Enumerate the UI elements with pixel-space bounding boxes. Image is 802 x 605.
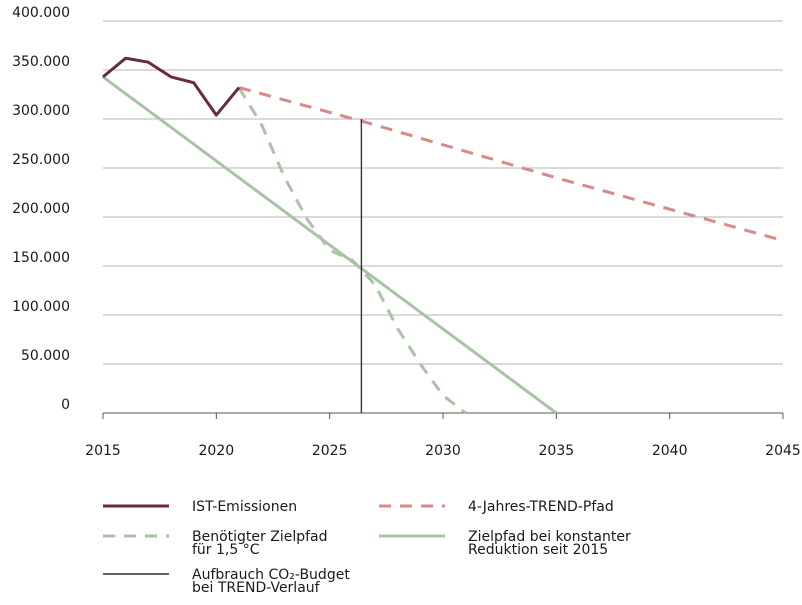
x-tick-label: 2025 <box>312 443 348 459</box>
series-trend-pfad <box>238 86 784 242</box>
legend-label: Zielpfad bei konstanter <box>468 529 631 545</box>
y-tick-label: 150.000 <box>12 250 70 266</box>
series-ist-emissionen <box>102 56 241 117</box>
y-tick-label: 100.000 <box>12 299 70 315</box>
legend-label: 4-Jahres-TREND-Pfad <box>468 499 614 515</box>
y-tick-label: 250.000 <box>12 152 70 168</box>
x-tick-label: 2035 <box>539 443 575 459</box>
legend-label: Reduktion seit 2015 <box>468 542 608 558</box>
legend-label: für 1,5 °C <box>192 542 260 558</box>
legend-label: Aufbrauch CO₂-Budget <box>192 567 350 583</box>
x-tick-label: 2045 <box>765 443 801 459</box>
legend-label: bei TREND-Verlauf <box>192 580 321 596</box>
x-tick-label: 2015 <box>85 443 121 459</box>
y-tick-label: 0 <box>61 397 70 413</box>
series-zielpfad-15 <box>237 86 467 415</box>
y-tick-label: 50.000 <box>21 348 70 364</box>
series-zielpfad-konstant <box>102 75 558 415</box>
legend-label: IST-Emissionen <box>192 499 297 515</box>
y-tick-label: 350.000 <box>12 54 70 70</box>
y-tick-label: 300.000 <box>12 103 70 119</box>
y-tick-label: 200.000 <box>12 201 70 217</box>
x-tick-label: 2030 <box>425 443 461 459</box>
y-tick-label: 400.000 <box>12 5 70 21</box>
x-tick-label: 2040 <box>652 443 688 459</box>
legend-label: Benötigter Zielpfad <box>192 529 328 545</box>
x-tick-label: 2020 <box>199 443 235 459</box>
